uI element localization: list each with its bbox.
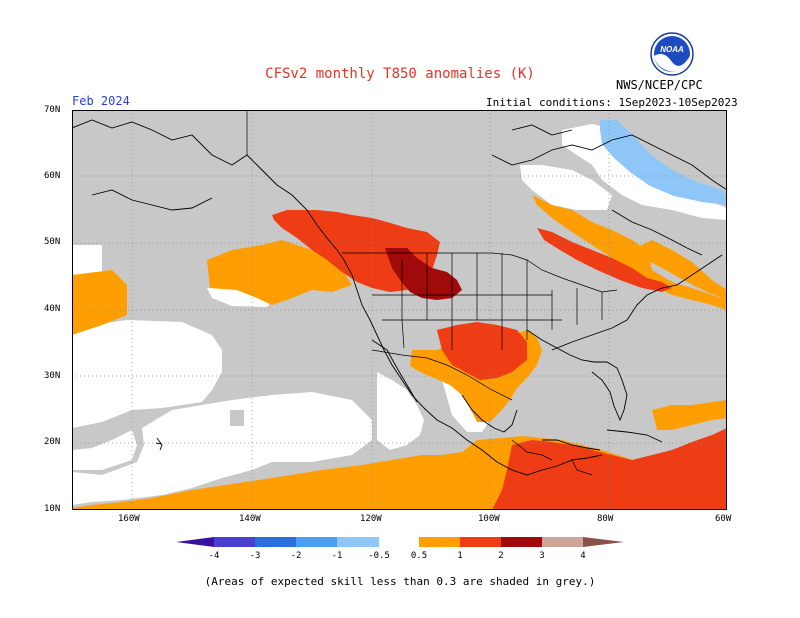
lon-label-60w: 60W — [715, 514, 732, 524]
lat-label-10n: 10N — [44, 504, 61, 514]
lat-label-60n: 60N — [44, 171, 61, 181]
colorbar-swatch-neutral — [379, 537, 419, 547]
colorbar-swatch-3-4 — [542, 537, 583, 547]
colorbar-legend: -4 -3 -2 -1 -0.5 0.5 1 2 3 4 — [176, 537, 624, 561]
skill-note: (Areas of expected skill less than 0.3 a… — [204, 575, 596, 588]
initial-conditions: Initial conditions: 1Sep2023-10Sep2023 — [486, 96, 738, 109]
colorbar-swatch-2-3 — [501, 537, 542, 547]
lon-label-80w: 80W — [597, 514, 614, 524]
political-borders — [246, 110, 618, 476]
colorbar-swatch-1-2 — [460, 537, 501, 547]
colorbar-label-05: 0.5 — [411, 551, 427, 561]
colorbar-label-neg3: -3 — [250, 551, 261, 561]
lon-label-120w: 120W — [360, 514, 382, 524]
anomaly-map — [72, 110, 727, 510]
cold-anomaly-region — [600, 120, 727, 205]
colorbar-swatch-neg2-neg1 — [296, 537, 337, 547]
lat-lon-grid — [72, 110, 727, 510]
map-frame — [72, 110, 727, 510]
colorbar-swatch-neg1-neg05 — [337, 537, 379, 547]
lon-label-140w: 140W — [239, 514, 261, 524]
lat-label-30n: 30N — [44, 371, 61, 381]
lat-label-40n: 40N — [44, 304, 61, 314]
colorbar-swatch-neg3-neg2 — [255, 537, 296, 547]
colorbar-swatch-neg4-neg3 — [214, 537, 255, 547]
lat-label-20n: 20N — [44, 437, 61, 447]
colorbar-swatch-05-1 — [419, 537, 460, 547]
lat-label-50n: 50N — [44, 237, 61, 247]
colorbar-label-1: 1 — [457, 551, 462, 561]
colorbar-label-neg1: -1 — [332, 551, 343, 561]
noaa-logo: NOAA — [650, 32, 694, 76]
warm-anomaly-2-3 — [385, 248, 462, 300]
colorbar-label-4: 4 — [580, 551, 585, 561]
coastlines — [72, 119, 727, 476]
lat-label-70n: 70N — [44, 105, 61, 115]
colorbar-arrow-low — [176, 537, 214, 547]
forecast-month: Feb 2024 — [72, 94, 130, 108]
map-title: CFSv2 monthly T850 anomalies (K) — [265, 66, 535, 82]
colorbar-arrow-high — [583, 537, 624, 547]
agency-label: NWS/NCEP/CPC — [616, 78, 703, 92]
colorbar-label-3: 3 — [539, 551, 544, 561]
colorbar-label-2: 2 — [498, 551, 503, 561]
colorbar-label-neg05: -0.5 — [368, 551, 390, 561]
colorbar-label-neg2: -2 — [291, 551, 302, 561]
logo-text: NOAA — [660, 45, 684, 54]
colorbar-label-neg4: -4 — [209, 551, 220, 561]
lon-label-160w: 160W — [118, 514, 140, 524]
lon-label-100w: 100W — [478, 514, 500, 524]
